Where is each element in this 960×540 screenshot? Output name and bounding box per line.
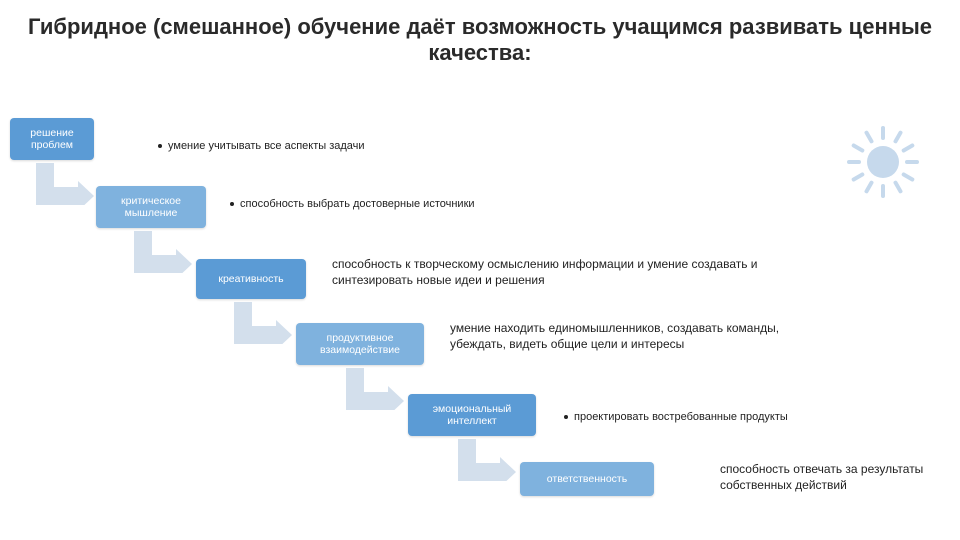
sun-ray bbox=[863, 130, 873, 144]
slide: Гибридное (смешанное) обучение даёт возм… bbox=[0, 0, 960, 540]
step-arrow-1 bbox=[134, 231, 192, 273]
sun-ray bbox=[851, 142, 865, 152]
step-arrow-0 bbox=[36, 163, 94, 205]
step-desc-5: способность отвечать за результаты собст… bbox=[720, 462, 950, 493]
step-label: решение проблем bbox=[30, 127, 73, 151]
step-arrow-3 bbox=[346, 368, 404, 410]
sun-ray bbox=[892, 180, 902, 194]
sun-ray bbox=[881, 126, 885, 140]
sun-ray bbox=[851, 171, 865, 181]
step-desc-text: умение находить единомышленников, создав… bbox=[450, 321, 779, 351]
sun-ray bbox=[847, 160, 861, 164]
step-desc-1: способность выбрать достоверные источник… bbox=[230, 197, 610, 211]
step-box-0: решение проблем bbox=[10, 118, 94, 160]
step-desc-2: способность к творческому осмыслению инф… bbox=[332, 257, 762, 288]
step-desc-text: умение учитывать все аспекты задачи bbox=[168, 140, 365, 152]
sun-ray bbox=[905, 160, 919, 164]
step-arrow-2 bbox=[234, 302, 292, 344]
step-desc-text: способность выбрать достоверные источник… bbox=[240, 198, 475, 210]
step-label: ответственность bbox=[547, 473, 627, 485]
step-label: критическое мышление bbox=[121, 195, 181, 219]
step-desc-text: способность к творческому осмыслению инф… bbox=[332, 257, 758, 287]
page-title: Гибридное (смешанное) обучение даёт возм… bbox=[0, 14, 960, 66]
step-desc-0: умение учитывать все аспекты задачи bbox=[158, 139, 538, 153]
sun-ray bbox=[901, 171, 915, 181]
sun-ray bbox=[881, 184, 885, 198]
step-arrow-4 bbox=[458, 439, 516, 481]
step-desc-text: проектировать востребованные продукты bbox=[574, 411, 788, 423]
sun-ray bbox=[863, 180, 873, 194]
step-desc-text: способность отвечать за результаты собст… bbox=[720, 462, 923, 492]
step-box-2: креативность bbox=[196, 259, 306, 299]
bullet-icon bbox=[158, 144, 162, 148]
step-label: продуктивное взаимодействие bbox=[320, 332, 400, 356]
bullet-icon bbox=[230, 202, 234, 206]
step-desc-3: умение находить единомышленников, создав… bbox=[450, 321, 800, 352]
sun-core bbox=[867, 146, 899, 178]
step-label: эмоциональный интеллект bbox=[433, 403, 512, 427]
bullet-icon bbox=[564, 415, 568, 419]
step-box-1: критическое мышление bbox=[96, 186, 206, 228]
step-label: креативность bbox=[218, 273, 283, 285]
step-box-4: эмоциональный интеллект bbox=[408, 394, 536, 436]
sun-ray bbox=[901, 142, 915, 152]
sun-icon bbox=[847, 126, 919, 198]
step-box-5: ответственность bbox=[520, 462, 654, 496]
step-desc-4: проектировать востребованные продукты bbox=[564, 410, 894, 424]
step-box-3: продуктивное взаимодействие bbox=[296, 323, 424, 365]
sun-ray bbox=[892, 130, 902, 144]
